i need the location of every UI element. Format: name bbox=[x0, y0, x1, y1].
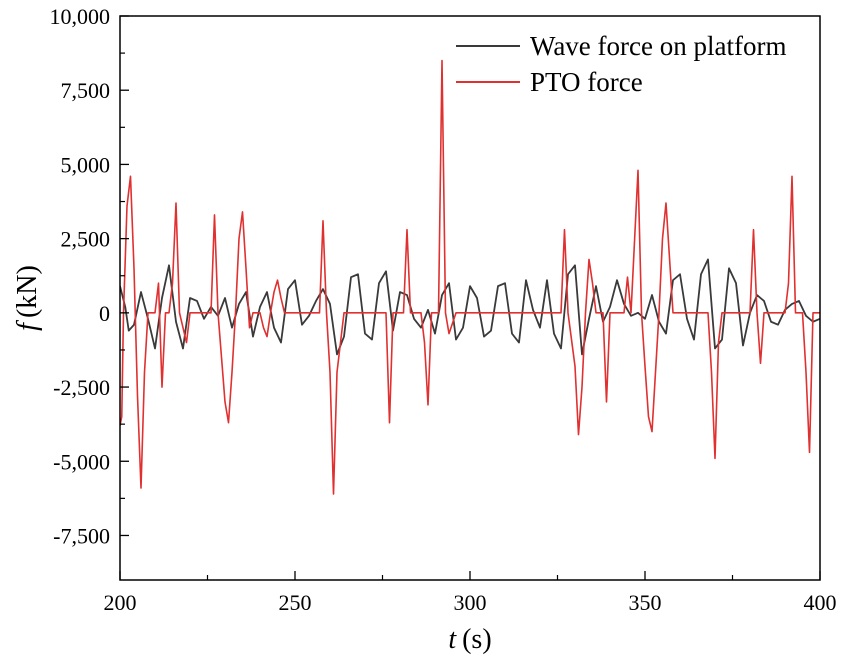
x-axis-variable: t bbox=[448, 624, 457, 655]
x-tick-label: 300 bbox=[454, 590, 487, 615]
x-tick-label: 250 bbox=[279, 590, 312, 615]
y-tick-label: 5,000 bbox=[61, 152, 111, 177]
y-tick-label: -7,500 bbox=[53, 523, 110, 548]
x-tick-label: 350 bbox=[629, 590, 662, 615]
y-axis-variable: f bbox=[12, 320, 43, 331]
legend-label-wave-force: Wave force on platform bbox=[530, 31, 786, 61]
y-tick-label: 2,500 bbox=[61, 227, 111, 252]
legend: Wave force on platform PTO force bbox=[456, 31, 786, 97]
series-line-pto-force bbox=[120, 59, 820, 495]
legend-label-pto-force: PTO force bbox=[530, 67, 643, 97]
y-tick-label: 10,000 bbox=[50, 4, 111, 29]
y-tick-label: -2,500 bbox=[53, 375, 110, 400]
y-axis-unit: (kN) bbox=[12, 265, 43, 318]
y-axis-title: f (kN) bbox=[12, 265, 43, 331]
x-axis-title: t (s) bbox=[448, 624, 491, 655]
x-tick-label: 200 bbox=[104, 590, 137, 615]
y-tick-label: 7,500 bbox=[61, 78, 111, 103]
plot-area bbox=[120, 59, 820, 495]
y-tick-label: 0 bbox=[99, 301, 110, 326]
series-line-wave-force bbox=[120, 258, 820, 356]
axes: 200 250 300 350 400 -7,500 -5,000 -2,500 0 2,500 5… bbox=[12, 4, 837, 655]
y-tick-label: -5,000 bbox=[53, 449, 110, 474]
x-tick-label: 400 bbox=[804, 590, 837, 615]
x-axis-unit: (s) bbox=[462, 624, 492, 655]
